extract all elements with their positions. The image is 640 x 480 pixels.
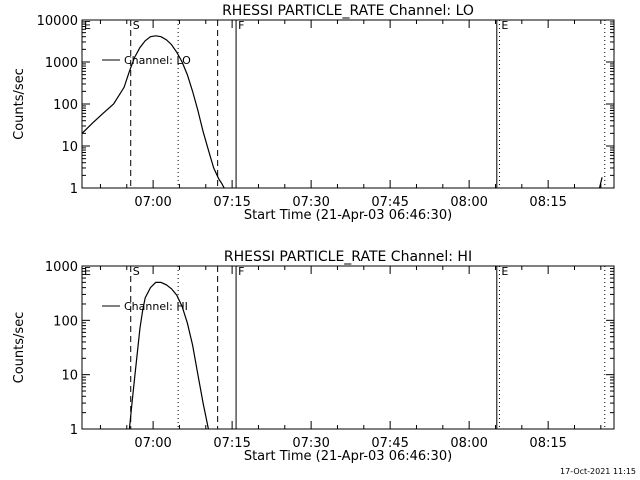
y-tick-label: 1000 xyxy=(45,56,78,71)
y-tick-label: 1000 xyxy=(45,260,78,275)
x-tick-label: 07:30 xyxy=(292,436,329,451)
series-line-2 xyxy=(598,177,603,188)
time-marker-label: E xyxy=(84,265,91,278)
time-marker-label: E xyxy=(501,265,508,278)
legend-entry: Channel: LO xyxy=(124,54,191,67)
chart-title: RHESSI PARTICLE_RATE Channel: HI xyxy=(224,249,472,265)
time-marker-label: S xyxy=(133,19,140,32)
legend-entry: Channel: HI xyxy=(124,300,188,313)
time-marker-label: S xyxy=(133,265,140,278)
x-tick-label: 07:15 xyxy=(213,436,250,451)
x-tick-label: 07:15 xyxy=(213,195,250,210)
x-tick-label: 08:00 xyxy=(450,195,487,210)
x-tick-label: 07:45 xyxy=(371,436,408,451)
chart-panel-1: RHESSI PARTICLE_RATE Channel: LO 1 10 100 10… xyxy=(12,3,615,223)
time-marker-label: E xyxy=(501,19,508,32)
chart-title: RHESSI PARTICLE_RATE Channel: LO xyxy=(222,3,474,19)
time-marker-label: F xyxy=(238,265,244,278)
time-marker-label: F xyxy=(238,19,244,32)
x-tick-label: 07:30 xyxy=(292,195,329,210)
x-tick-label: 08:00 xyxy=(450,436,487,451)
chart-panel-2: RHESSI PARTICLE_RATE Channel: HI 1 10 100 10… xyxy=(12,249,615,464)
y-tick-label: 10 xyxy=(61,369,78,384)
y-axis-label: Counts/sec xyxy=(12,312,27,384)
footer-timestamp: 17-Oct-2021 11:15 xyxy=(560,467,636,476)
x-tick-label: 07:45 xyxy=(371,195,408,210)
y-tick-label: 1 xyxy=(70,423,78,438)
y-tick-label: 100 xyxy=(53,98,78,113)
plot-frame xyxy=(81,19,615,189)
y-axis-label: Counts/sec xyxy=(12,68,27,140)
y-tick-label: 100 xyxy=(53,314,78,329)
x-tick-label: 08:15 xyxy=(529,436,566,451)
plot-frame xyxy=(81,265,615,430)
x-tick-label: 07:00 xyxy=(134,195,171,210)
y-tick-label: 10 xyxy=(61,140,78,155)
x-axis-label: Start Time (21-Apr-03 06:46:30) xyxy=(244,449,452,464)
y-tick-label: 10000 xyxy=(37,14,78,29)
series-line-1 xyxy=(128,281,209,429)
x-tick-label: 08:15 xyxy=(529,195,566,210)
x-axis-label: Start Time (21-Apr-03 06:46:30) xyxy=(244,208,452,223)
series-line-1 xyxy=(82,35,225,188)
x-tick-label: 07:00 xyxy=(134,436,171,451)
y-tick-label: 1 xyxy=(70,182,78,197)
time-marker-label: E xyxy=(84,19,91,32)
